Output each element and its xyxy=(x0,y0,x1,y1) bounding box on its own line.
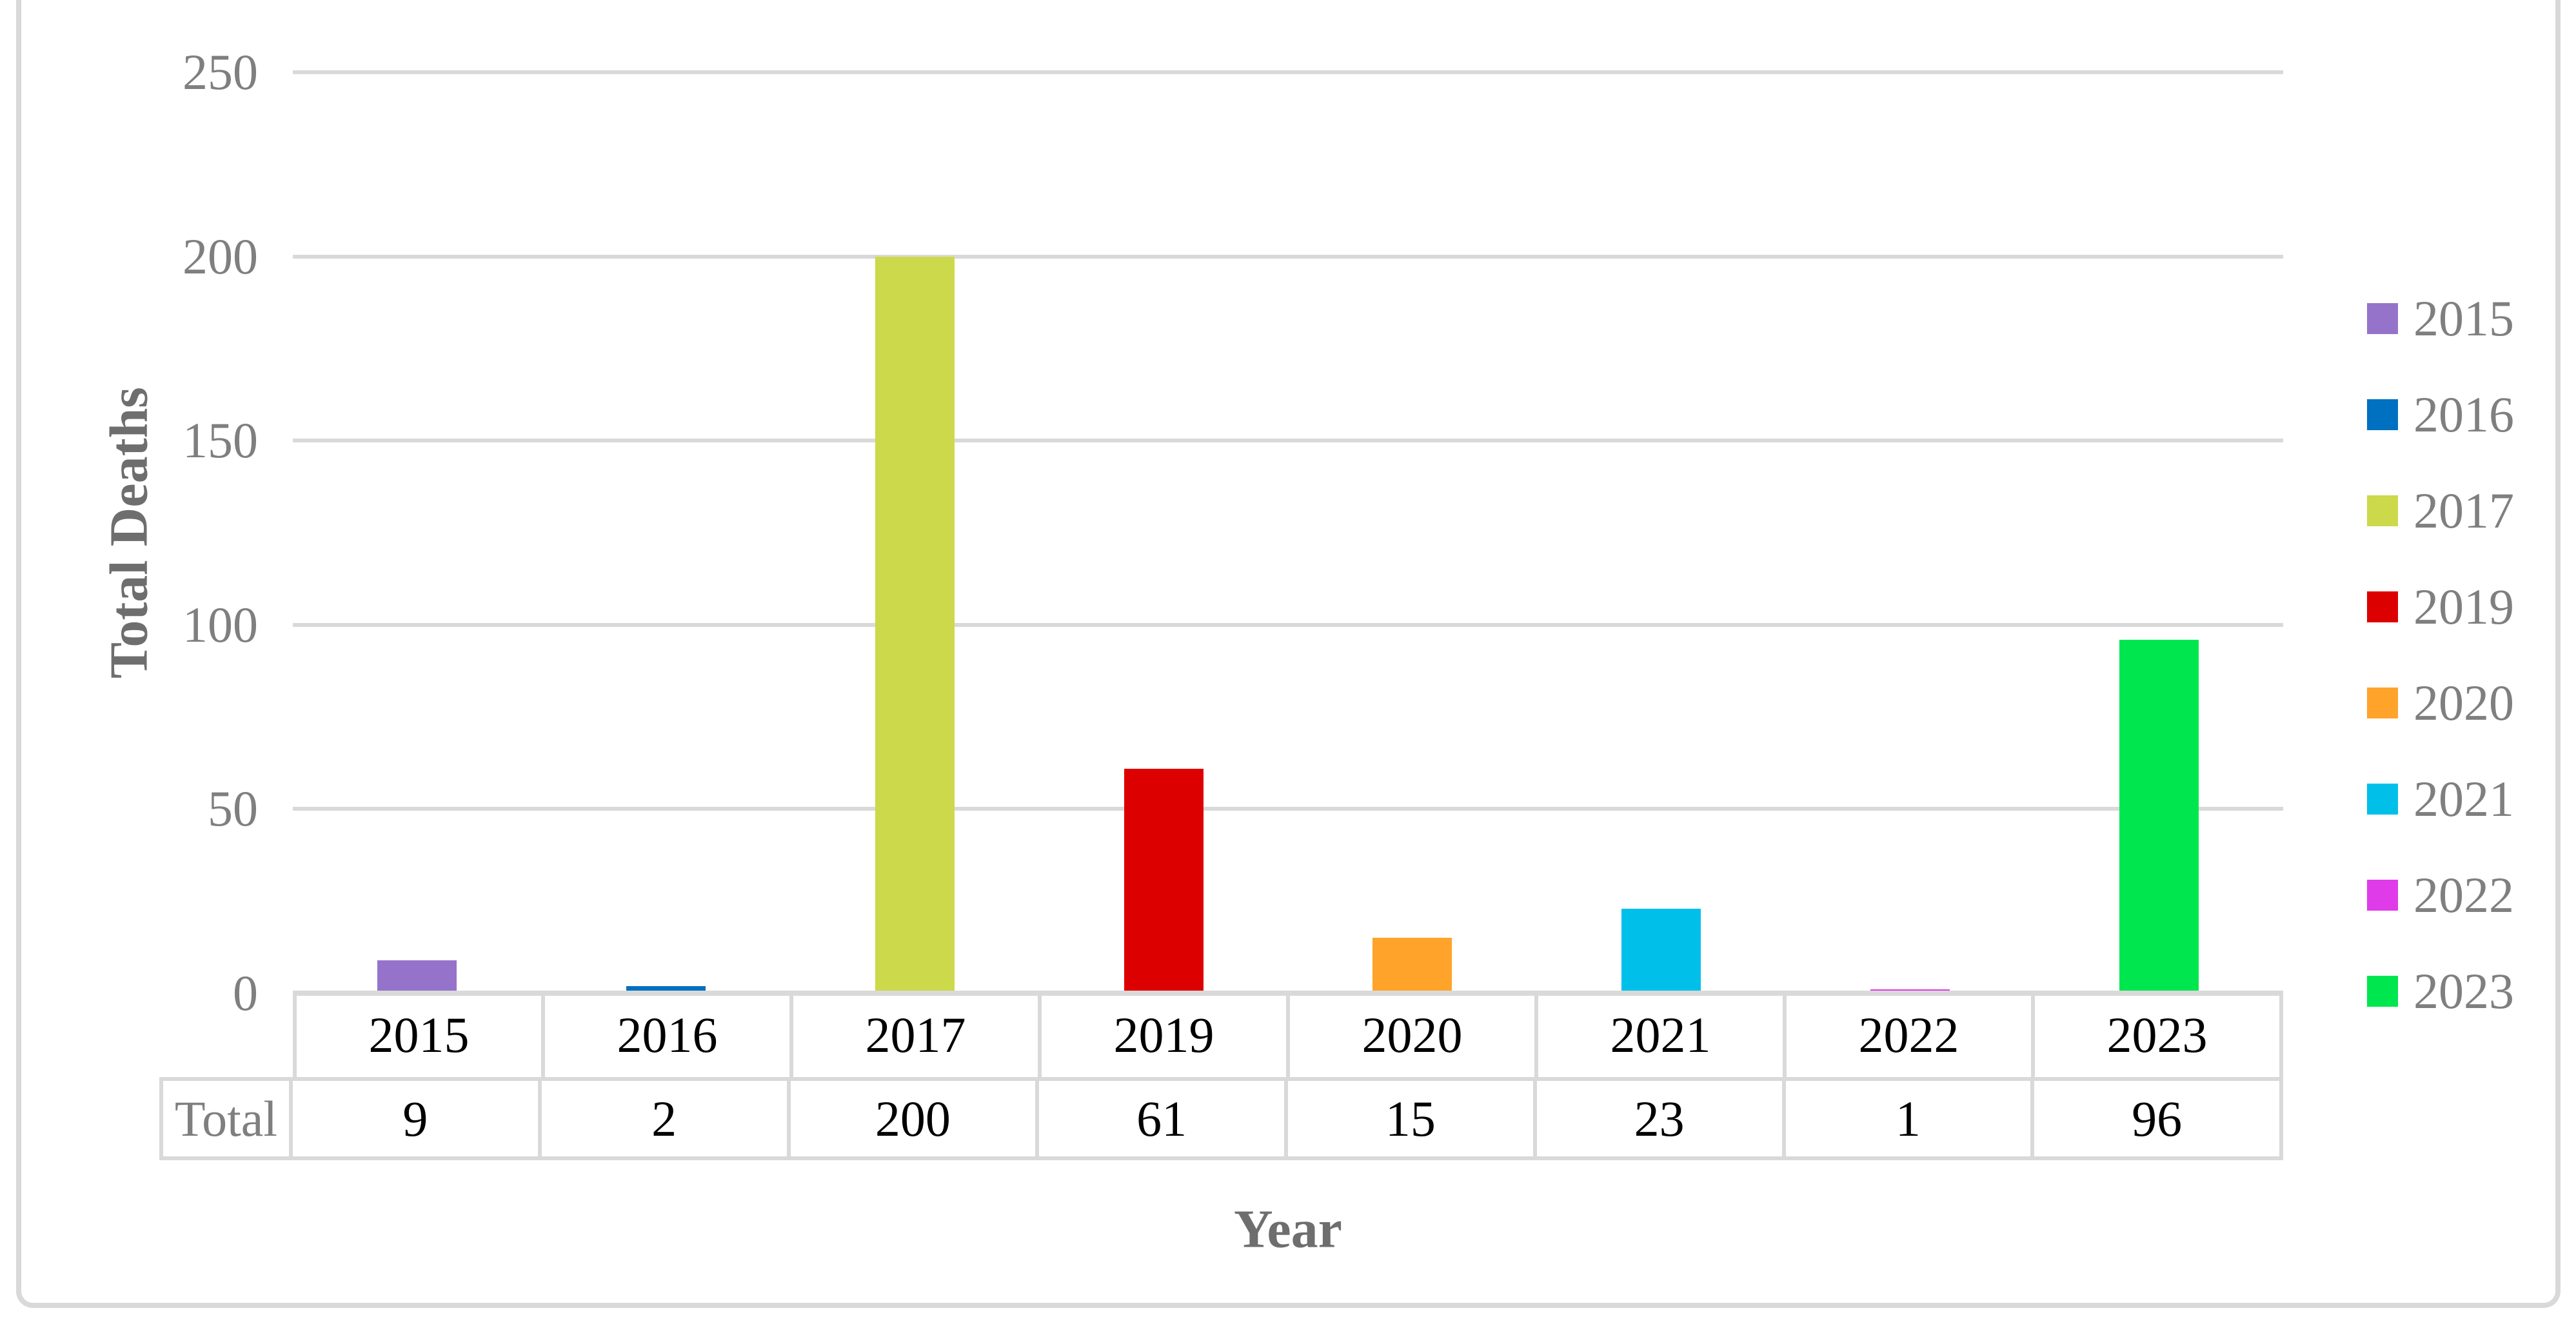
table-year-cell-2019: 2019 xyxy=(1042,993,1290,1077)
legend-label-2015: 2015 xyxy=(2413,290,2514,346)
legend-label-2022: 2022 xyxy=(2413,867,2514,923)
legend-swatch-2017 xyxy=(2367,495,2398,526)
y-tick-label-250: 250 xyxy=(183,44,258,100)
legend-label-2023: 2023 xyxy=(2413,963,2514,1019)
bar-2015 xyxy=(377,960,457,993)
table-year-cell-2017: 2017 xyxy=(793,993,1042,1077)
legend-label-2017: 2017 xyxy=(2413,482,2514,539)
table-year-cell-2021: 2021 xyxy=(1538,993,1787,1077)
y-tick-label-150: 150 xyxy=(183,412,258,469)
table-value-cell-2019: 61 xyxy=(1039,1081,1288,1156)
bar-2023 xyxy=(2119,639,2199,993)
gridline-200 xyxy=(293,254,2283,259)
legend-label-2016: 2016 xyxy=(2413,386,2514,442)
legend-item-2016: 2016 xyxy=(2367,389,2514,440)
legend-item-2020: 2020 xyxy=(2367,677,2514,729)
table-value-cell-2020: 15 xyxy=(1288,1081,1537,1156)
bar-2021 xyxy=(1621,908,1701,993)
gridline-150 xyxy=(293,439,2283,443)
legend-label-2019: 2019 xyxy=(2413,579,2514,635)
legend-item-2017: 2017 xyxy=(2367,485,2514,537)
gridline-250 xyxy=(293,70,2283,74)
legend-item-2021: 2021 xyxy=(2367,773,2514,825)
chart-outer-border xyxy=(16,0,2561,1308)
gridline-50 xyxy=(293,807,2283,811)
legend-swatch-2020 xyxy=(2367,688,2398,718)
legend-item-2023: 2023 xyxy=(2367,965,2514,1017)
gridline-100 xyxy=(293,622,2283,627)
legend-item-2015: 2015 xyxy=(2367,293,2514,344)
table-value-cell-2022: 1 xyxy=(1786,1081,2035,1156)
bar-2020 xyxy=(1372,938,1452,993)
table-year-cell-2020: 2020 xyxy=(1290,993,1538,1077)
bar-2016 xyxy=(626,985,706,993)
table-year-cell-2015: 2015 xyxy=(297,993,545,1077)
bar-2019 xyxy=(1124,768,1204,993)
legend-swatch-2021 xyxy=(2367,784,2398,815)
legend-label-2021: 2021 xyxy=(2413,771,2514,827)
plot-area xyxy=(293,70,2283,993)
bar-2017 xyxy=(875,256,955,993)
legend-swatch-2019 xyxy=(2367,591,2398,622)
y-tick-label-50: 50 xyxy=(208,780,258,837)
y-tick-label-200: 200 xyxy=(183,228,258,284)
table-year-cell-2022: 2022 xyxy=(1787,993,2035,1077)
y-tick-label-100: 100 xyxy=(183,596,258,653)
table-year-cell-2016: 2016 xyxy=(545,993,793,1077)
legend-swatch-2022 xyxy=(2367,880,2398,911)
legend-swatch-2016 xyxy=(2367,399,2398,430)
table-year-cell-2023: 2023 xyxy=(2106,1007,2208,1063)
table-value-cell-2015: 9 xyxy=(293,1081,542,1156)
data-table-total-row: Total 9 2 200 61 15 23 1 96 xyxy=(159,1077,2283,1160)
table-value-cell-2023: 96 xyxy=(2132,1090,2183,1147)
legend-label-2020: 2020 xyxy=(2413,675,2514,731)
data-table-year-row: 2015 2016 2017 2019 2020 2021 2022 2023 xyxy=(293,993,2283,1077)
y-tick-label-0: 0 xyxy=(233,965,258,1021)
table-value-cell-2017: 200 xyxy=(791,1081,1040,1156)
legend: 2015 2016 2017 2019 2020 2021 2022 2023 xyxy=(2367,293,2514,1062)
legend-swatch-2023 xyxy=(2367,976,2398,1007)
table-value-cell-2016: 2 xyxy=(542,1081,791,1156)
legend-item-2019: 2019 xyxy=(2367,581,2514,633)
table-value-cell-2021: 23 xyxy=(1537,1081,1786,1156)
data-table-row-header: Total xyxy=(163,1081,293,1156)
legend-item-2022: 2022 xyxy=(2367,869,2514,921)
x-axis-title: Year xyxy=(1234,1199,1342,1260)
legend-swatch-2015 xyxy=(2367,303,2398,334)
